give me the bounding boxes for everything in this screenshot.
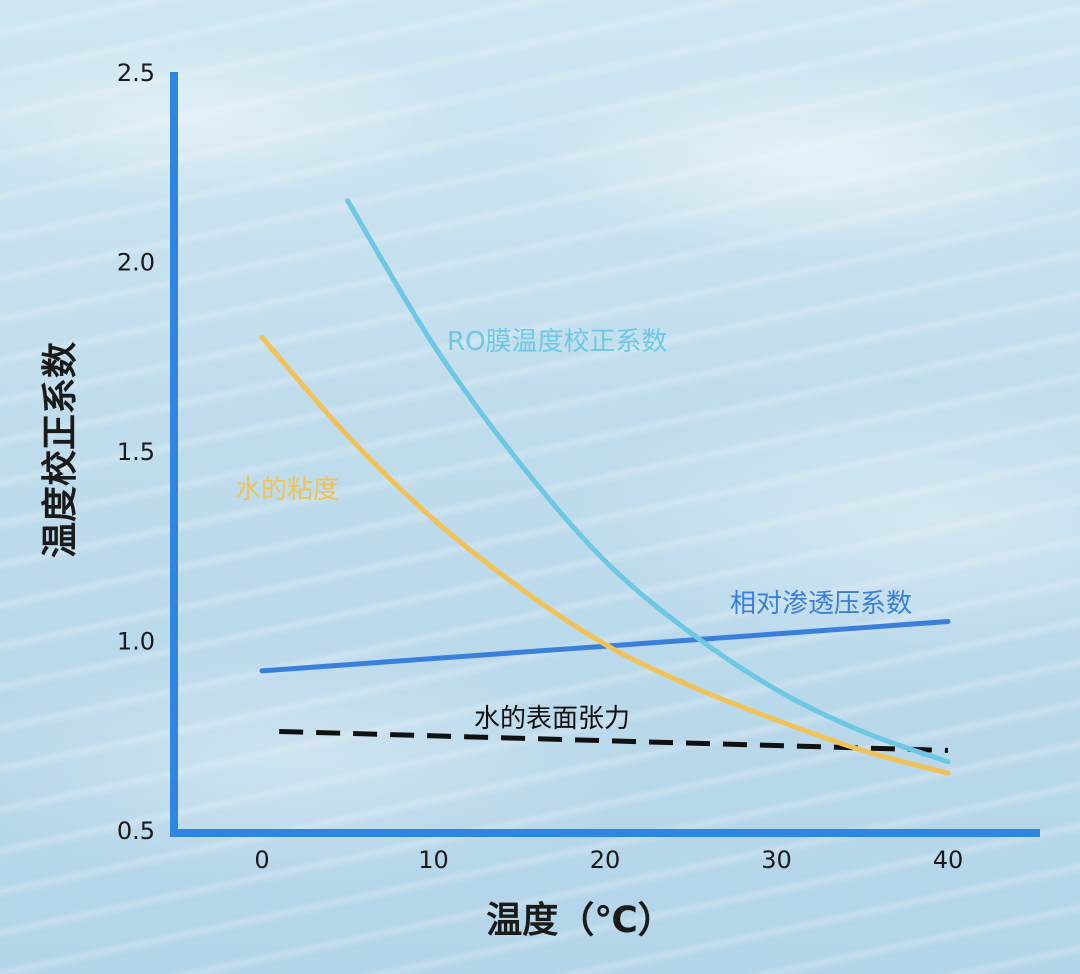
ro-membrane-line bbox=[345, 198, 951, 765]
water-viscosity-line bbox=[259, 334, 951, 776]
y-tick-label: 2.5 bbox=[117, 59, 155, 87]
axes bbox=[170, 72, 1040, 837]
surface-tension-label: 水的表面张力 bbox=[474, 704, 630, 734]
surface-tension-line bbox=[279, 728, 949, 753]
y-tick-label: 0.5 bbox=[117, 817, 155, 845]
water-viscosity-label: 水的粘度 bbox=[235, 475, 339, 505]
x-tick-label: 0 bbox=[254, 846, 269, 874]
x-tick-label: 40 bbox=[933, 846, 964, 874]
series-lines bbox=[259, 198, 951, 776]
ro-membrane-label: RO膜温度校正系数 bbox=[447, 327, 668, 357]
x-axis-title: 温度（℃） bbox=[486, 900, 674, 941]
y-tick-label: 2.0 bbox=[117, 249, 155, 277]
y-axis-title: 温度校正系数 bbox=[40, 342, 81, 558]
osmotic-pressure-label: 相对渗透压系数 bbox=[730, 589, 912, 619]
tick-labels: 0 10 20 30 40 0.5 1.0 1.5 2.0 2.5 bbox=[117, 59, 963, 874]
x-tick-label: 10 bbox=[418, 846, 449, 874]
y-tick-label: 1.0 bbox=[117, 628, 155, 656]
y-tick-label: 1.5 bbox=[117, 438, 155, 466]
x-tick-label: 20 bbox=[590, 846, 621, 874]
x-tick-label: 30 bbox=[761, 846, 792, 874]
